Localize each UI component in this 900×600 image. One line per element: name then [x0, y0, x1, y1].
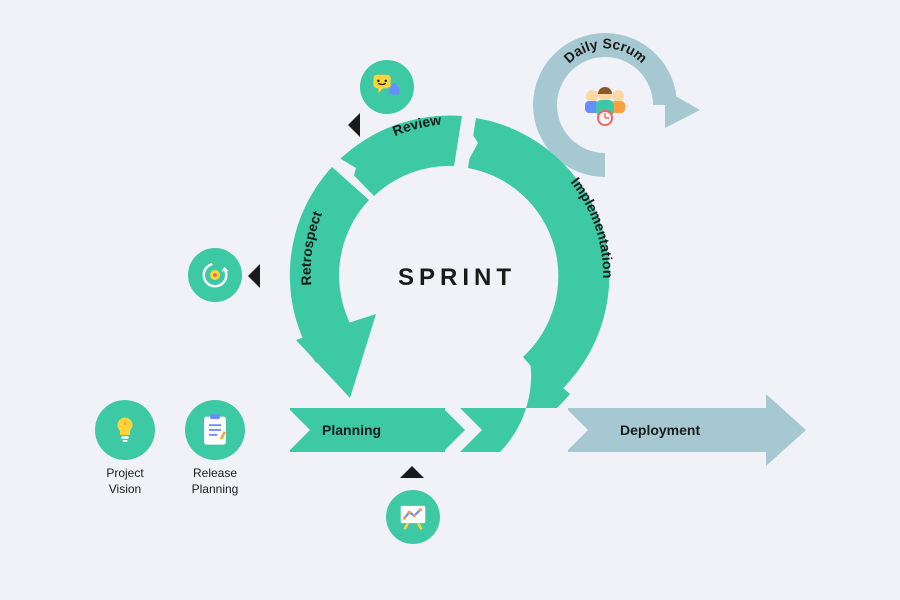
clipboard-icon [185, 400, 245, 460]
lightbulb-icon [95, 400, 155, 460]
target-cycle-icon [188, 248, 242, 302]
diagram-svg: Daily Scrum Implementation Review [0, 0, 900, 600]
svg-text:Daily Scrum: Daily Scrum [560, 35, 650, 66]
chart-board-icon [386, 490, 440, 544]
sprint-title: SPRINT [398, 264, 516, 292]
triangle-pointer [248, 264, 260, 288]
team-icon [580, 82, 630, 128]
project-vision-block: ProjectVision [95, 400, 155, 497]
phase-planning: Planning [322, 422, 381, 438]
release-planning-label: ReleasePlanning [185, 466, 245, 497]
daily-scrum-label: Daily Scrum [560, 35, 650, 66]
project-vision-label: ProjectVision [95, 466, 155, 497]
release-planning-block: ReleasePlanning [185, 400, 245, 497]
triangle-pointer [348, 113, 360, 137]
deployment-label: Deployment [620, 422, 700, 438]
chat-feedback-icon [360, 60, 414, 114]
triangle-pointer [400, 466, 424, 478]
scrum-sprint-diagram: Daily Scrum Implementation Review [0, 0, 900, 600]
